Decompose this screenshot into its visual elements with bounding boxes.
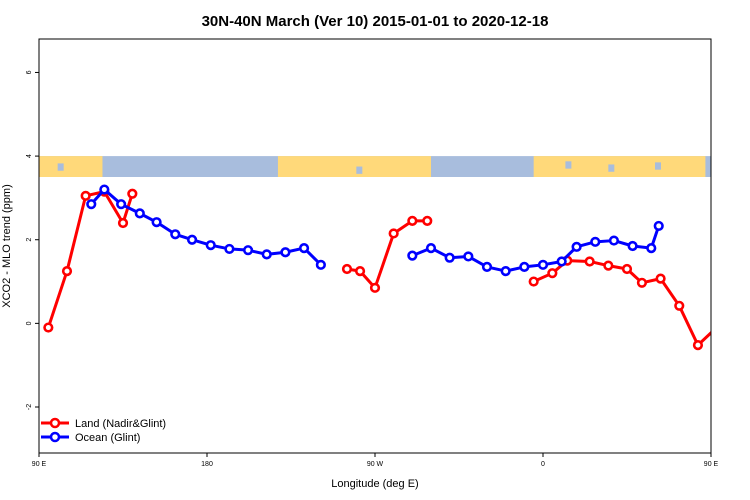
map-water [565, 161, 572, 169]
series-line [411, 225, 661, 273]
series-line [46, 190, 134, 329]
map-water [57, 163, 64, 171]
data-point [261, 249, 272, 260]
legend-item-ocean: Ocean (Glint) [41, 431, 140, 444]
series-land [43, 186, 738, 351]
data-point [354, 265, 366, 277]
x-tick-label: 180 [201, 461, 213, 468]
y-tick-label: 4 [26, 154, 33, 158]
data-point [713, 324, 721, 332]
data-point [224, 243, 235, 255]
data-point [341, 263, 353, 275]
x-axis-label: Longitude (deg E) [331, 478, 418, 490]
data-point [556, 256, 567, 267]
y-tick-label: 2 [26, 238, 33, 242]
data-point [547, 268, 558, 279]
data-point [80, 190, 91, 201]
y-axis: -2 0 2 4 6 [26, 70, 39, 410]
legend-label-land: Land (Nadir&Glint) [75, 418, 166, 430]
legend-marker-ocean [49, 431, 61, 443]
data-point [528, 276, 539, 287]
data-point [500, 265, 511, 277]
data-point [730, 267, 738, 275]
map-water [608, 164, 615, 172]
x-tick-label: 90 W [367, 461, 384, 468]
data-point [444, 252, 455, 263]
data-point [584, 256, 595, 267]
y-tick-label: -2 [26, 404, 33, 410]
data-point [127, 188, 138, 199]
data-point [43, 322, 54, 333]
x-tick-label: 90 E [32, 461, 47, 468]
data-point [369, 282, 381, 293]
map-land [277, 156, 431, 177]
legend-marker-land [49, 417, 61, 429]
data-point [425, 242, 437, 254]
data-point [407, 250, 418, 261]
y-tick-label: 6 [26, 70, 33, 74]
data-point [170, 229, 181, 240]
map-land [533, 156, 706, 177]
data-point [315, 259, 326, 270]
data-point [519, 261, 530, 273]
x-tick-label: 90 E [704, 461, 719, 468]
y-axis-label: XCO2 - MLO trend (ppm) [1, 184, 13, 307]
data-point [621, 263, 633, 275]
series-ocean [86, 184, 664, 277]
data-point [117, 217, 129, 229]
data-point [481, 261, 493, 273]
data-point [692, 340, 704, 351]
data-point [422, 215, 433, 227]
map-land [39, 156, 103, 177]
data-point [537, 259, 549, 270]
data-point [627, 240, 638, 252]
series-line [533, 259, 711, 347]
legend: Land (Nadir&Glint) Ocean (Glint) [41, 417, 166, 444]
series-layer [43, 184, 738, 351]
data-point [608, 235, 620, 246]
data-point [590, 236, 601, 247]
data-point [653, 220, 664, 232]
data-point [298, 242, 310, 254]
data-point [151, 217, 162, 228]
data-point [674, 300, 685, 311]
plot-frame [38, 38, 712, 454]
data-point [571, 241, 582, 252]
data-point [242, 245, 254, 256]
x-tick-label: 0 [541, 461, 545, 468]
chart-title: 30N-40N March (Ver 10) 2015-01-01 to 202… [202, 13, 549, 30]
map-water [356, 166, 363, 174]
data-point [99, 184, 110, 195]
data-point [655, 273, 666, 284]
data-point [603, 260, 614, 271]
x-axis: 90 E 180 90 W 0 90 E [32, 453, 719, 468]
world-map-strip [39, 156, 711, 177]
data-point [407, 215, 418, 227]
data-point [646, 242, 657, 254]
data-point [205, 240, 216, 251]
data-point [86, 199, 97, 210]
data-point [463, 251, 474, 262]
data-point [388, 228, 399, 239]
data-point [61, 265, 73, 277]
legend-item-land: Land (Nadir&Glint) [41, 417, 166, 430]
data-point [116, 199, 127, 210]
data-point [636, 277, 648, 288]
y-tick-label: 0 [26, 321, 33, 325]
legend-label-ocean: Ocean (Glint) [75, 432, 140, 444]
data-point [186, 234, 198, 245]
data-point [280, 247, 291, 258]
data-point [134, 208, 145, 219]
map-water [655, 162, 661, 170]
